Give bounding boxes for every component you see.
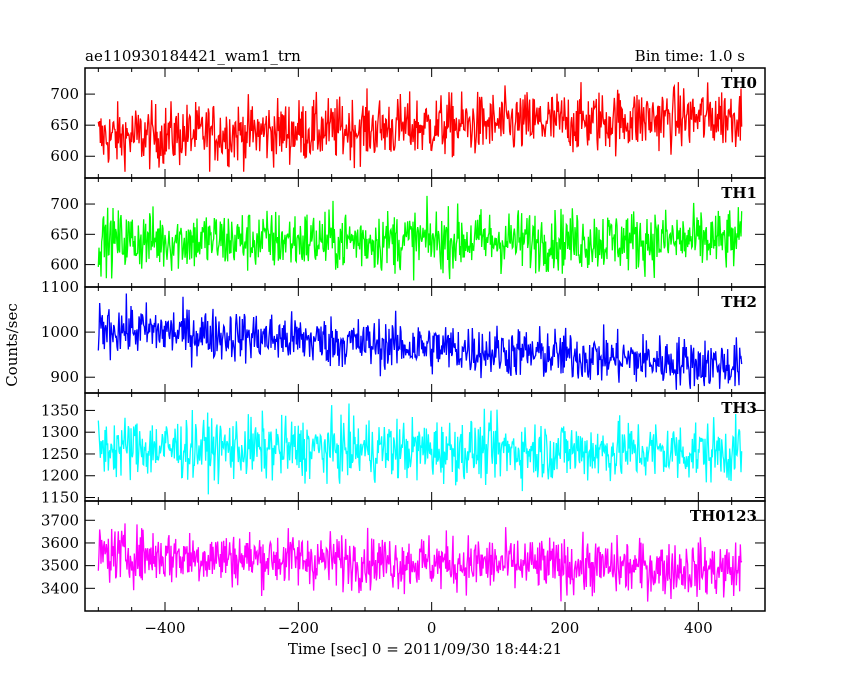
y-tick-label: 3500 [41, 557, 79, 575]
series-line-th0 [97, 82, 743, 172]
y-tick-label: 1200 [41, 467, 79, 485]
panel-th0: 600 650 700 TH0 [50, 67, 766, 179]
panel-th0123: 3400 3500 3600 3700 TH0123 [41, 500, 766, 612]
y-tick-label: 3600 [41, 534, 79, 552]
y-tick-label: 600 [50, 256, 79, 274]
panel-label-th0: TH0 [721, 74, 757, 92]
panel-frame [84, 500, 766, 612]
panel-th3: 1150 1200 1250 1300 1350 TH3 [41, 392, 766, 507]
x-tick-label: 200 [551, 619, 580, 637]
series-line-th1 [97, 195, 743, 281]
y-tick-label: 600 [50, 147, 79, 165]
y-tick-label: 700 [50, 195, 79, 213]
series-line-th3 [97, 403, 743, 495]
x-axis-title: Time [sec] 0 = 2011/09/30 18:44:21 [288, 640, 562, 658]
panel-th2: 900 1000 1100 TH2 [41, 278, 766, 394]
y-axis-title: Counts/sec [3, 303, 21, 387]
panel-label-th3: TH3 [721, 399, 757, 417]
y-tick-label: 1100 [41, 278, 79, 296]
chart-title: ae110930184421_wam1_trn [85, 47, 301, 65]
x-tick-label: 400 [684, 619, 713, 637]
x-tick-label: 0 [427, 619, 437, 637]
y-tick-label: 3400 [41, 579, 79, 597]
y-tick-label: 650 [50, 225, 79, 243]
y-tick-label: 3700 [41, 511, 79, 529]
panels: 600 650 700 TH0 600 650 700 TH1 900 1000 1100 TH2 11… [41, 67, 766, 637]
y-tick-label: 900 [50, 368, 79, 386]
panel-label-th2: TH2 [721, 293, 757, 311]
x-tick-label: −400 [144, 619, 185, 637]
y-tick-label: 1150 [41, 489, 79, 507]
panel-th1: 600 650 700 TH1 [50, 177, 766, 288]
panel-label-th1: TH1 [721, 184, 757, 202]
y-tick-label: 1350 [41, 401, 79, 419]
panel-label-th0123: TH0123 [690, 507, 757, 525]
series-line-th2 [97, 293, 743, 390]
y-tick-label: 1300 [41, 423, 79, 441]
y-tick-label: 700 [50, 85, 79, 103]
y-tick-label: 1250 [41, 445, 79, 463]
y-tick-label: 650 [50, 116, 79, 134]
y-tick-label: 1000 [41, 323, 79, 341]
x-tick-label: −200 [278, 619, 319, 637]
bin-time-label: Bin time: 1.0 s [635, 47, 745, 65]
series-line-th0123 [97, 523, 743, 602]
